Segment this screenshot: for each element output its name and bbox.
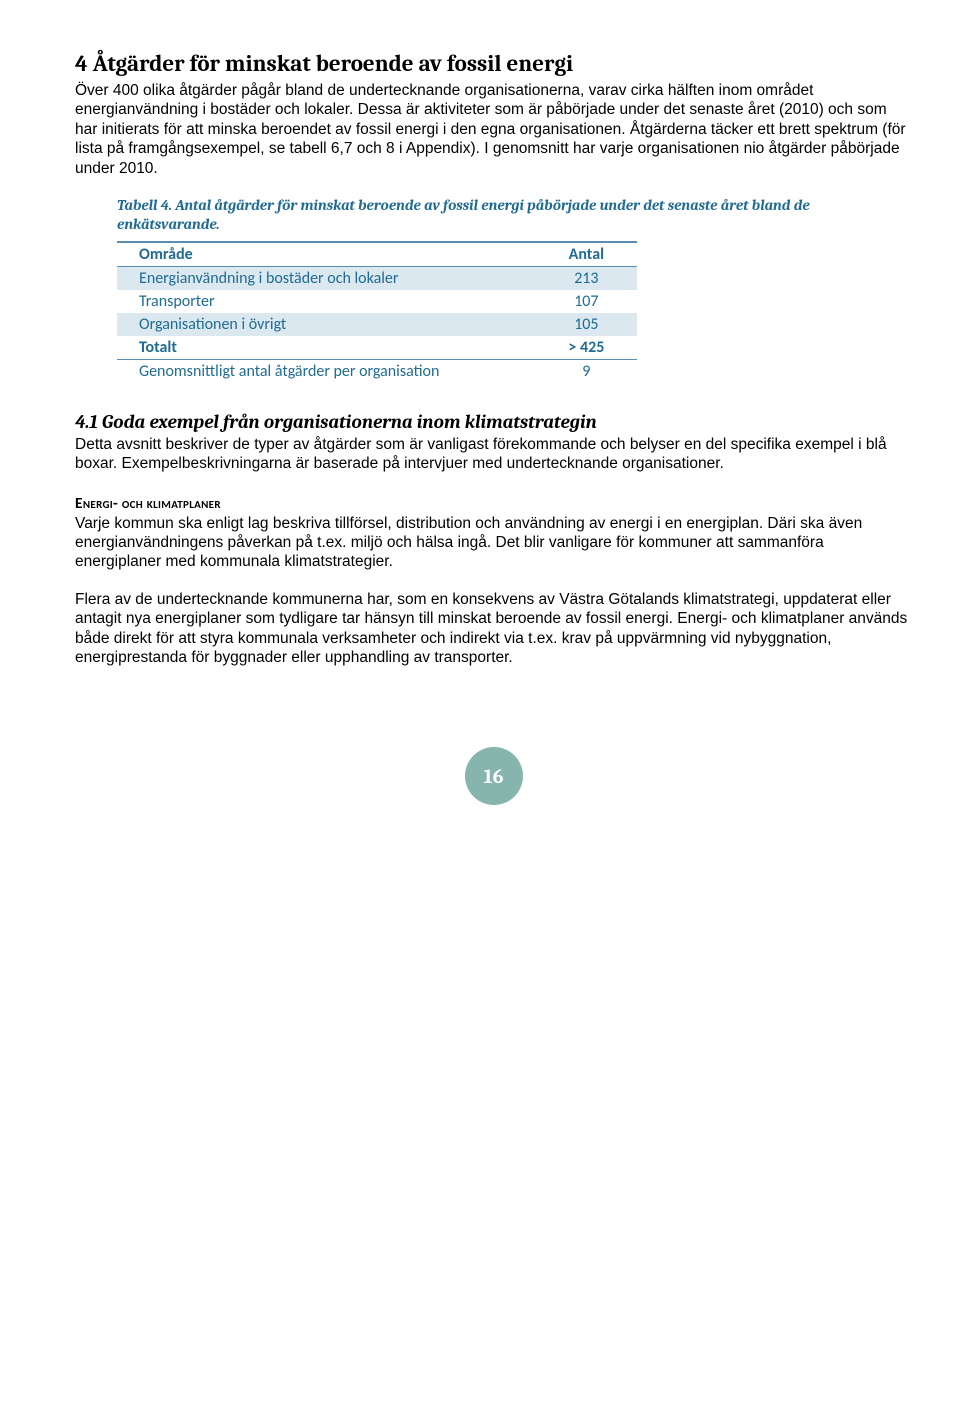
- table-header-row: Område Antal: [117, 242, 637, 266]
- paragraph: Flera av de undertecknande kommunerna ha…: [75, 590, 912, 668]
- page-number-badge: 16: [465, 747, 523, 805]
- table-header-area: Område: [117, 242, 536, 266]
- data-table: Område Antal Energianvändning i bostäder…: [117, 242, 637, 383]
- table-header-count: Antal: [536, 242, 637, 266]
- table-cell-value: 107: [536, 290, 637, 313]
- table-row: Energianvändning i bostäder och lokaler …: [117, 266, 637, 290]
- table-cell-value: 9: [536, 359, 637, 383]
- paragraph: Detta avsnitt beskriver de typer av åtgä…: [75, 435, 912, 474]
- heading-level-2: 4.1 Goda exempel från organisationerna i…: [75, 411, 912, 433]
- table-row-total: Totalt > 425: [117, 336, 637, 360]
- heading-level-1: 4 Åtgärder för minskat beroende av fossi…: [75, 50, 912, 77]
- table-cell-label: Totalt: [117, 336, 536, 360]
- paragraph-intro: Över 400 olika åtgärder pågår bland de u…: [75, 81, 912, 178]
- table-cell-label: Organisationen i övrigt: [117, 313, 536, 336]
- table-wrapper: Område Antal Energianvändning i bostäder…: [117, 241, 637, 383]
- table-cell-label: Transporter: [117, 290, 536, 313]
- table-cell-value: 213: [536, 266, 637, 290]
- table-cell-value: 105: [536, 313, 637, 336]
- table-caption: Tabell 4. Antal åtgärder för minskat ber…: [117, 196, 912, 235]
- page-number-container: 16: [75, 747, 912, 805]
- page-container: 4 Åtgärder för minskat beroende av fossi…: [0, 0, 960, 845]
- paragraph: Varje kommun ska enligt lag beskriva til…: [75, 514, 912, 572]
- table-cell-label: Genomsnittligt antal åtgärder per organi…: [117, 359, 536, 383]
- table-cell-value: > 425: [536, 336, 637, 360]
- table-row: Organisationen i övrigt 105: [117, 313, 637, 336]
- table-row: Transporter 107: [117, 290, 637, 313]
- table-row-footer: Genomsnittligt antal åtgärder per organi…: [117, 359, 637, 383]
- subheading-smallcaps: Energi- och klimatplaner: [75, 494, 912, 513]
- table-cell-label: Energianvändning i bostäder och lokaler: [117, 266, 536, 290]
